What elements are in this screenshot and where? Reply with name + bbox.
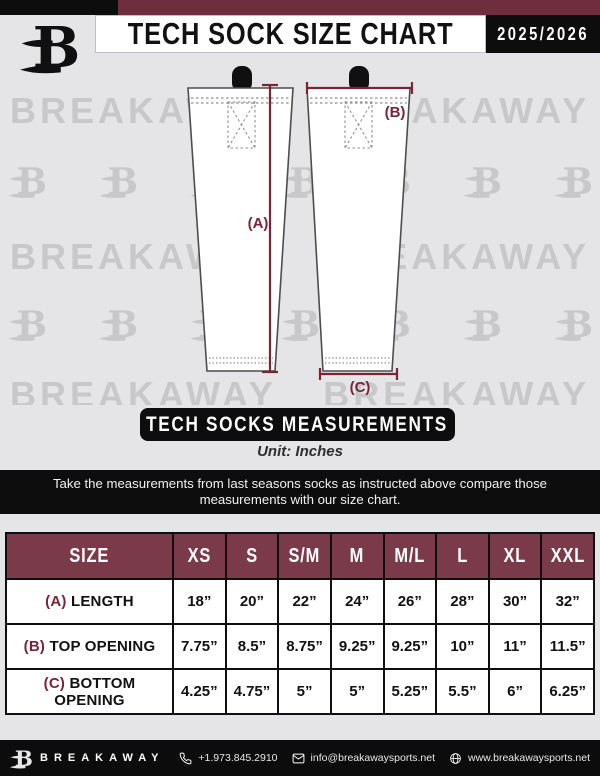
season-label: 2025/2026 (497, 23, 589, 44)
cell: 8.5” (224, 623, 280, 670)
cell: 6” (487, 668, 543, 715)
cell: 7.75” (172, 623, 227, 670)
cell: 24” (329, 578, 385, 625)
col-xs: XS (172, 532, 227, 580)
sock-illustration: (A) (B) (C) (187, 66, 414, 396)
phone-icon (180, 752, 192, 764)
email-contact: info@breakawaysports.net (292, 752, 435, 765)
cell: 32” (540, 578, 595, 625)
phone-number: +1.973.845.2910 (198, 752, 278, 764)
measure-line-a (262, 83, 278, 374)
sock-tab (349, 66, 369, 92)
cell: 28” (435, 578, 490, 625)
banner-title: TECH SOCKS MEASUREMENTS (146, 412, 449, 436)
col-size: SIZE (5, 532, 174, 580)
cell: 4.75” (224, 668, 280, 715)
col-xxl: XXL (540, 532, 595, 580)
label-b: (B) (385, 104, 406, 121)
email-address: info@breakawaysports.net (310, 752, 436, 764)
measurements-banner: TECH SOCKS MEASUREMENTS (140, 408, 455, 441)
globe-icon (450, 752, 461, 764)
cell: 5” (277, 668, 332, 715)
table-row-top-opening: (B) TOP OPENING 7.75” 8.5” 8.75” 9.25” 9… (5, 623, 595, 670)
cell: 5.5” (435, 668, 490, 715)
measure-line-b (305, 82, 414, 94)
row-label: (C) BOTTOM OPENING (5, 668, 174, 715)
row-label: (B) TOP OPENING (5, 623, 174, 670)
phone-contact: +1.973.845.2910 (179, 752, 278, 765)
brand-name: BREAKAWAY (40, 752, 165, 764)
table-row-bottom-opening: (C) BOTTOM OPENING 4.25” 4.75” 5” 5” 5.2… (5, 668, 595, 715)
cell: 18” (172, 578, 227, 625)
cell: 4.25” (172, 668, 227, 715)
instruction-bar: Take the measurements from last seasons … (0, 470, 600, 514)
sock-front (187, 87, 294, 372)
cell: 5” (329, 668, 385, 715)
top-band (0, 0, 600, 15)
measure-line-c (318, 368, 399, 380)
website-url: www.breakawaysports.net (468, 752, 590, 764)
col-m: M (329, 532, 385, 580)
stitch-box (227, 101, 373, 149)
season-badge: 2025/2026 (486, 15, 600, 53)
cell: 22” (277, 578, 332, 625)
cell: 10” (435, 623, 490, 670)
cell: 11” (487, 623, 543, 670)
cell: 5.25” (382, 668, 438, 715)
footer-brand: BREAKAWAY (10, 746, 165, 771)
cell: 26” (382, 578, 438, 625)
row-label: (A) LENGTH (5, 578, 174, 625)
label-a: (A) (248, 215, 269, 232)
title-bar: TECH SOCK SIZE CHART (95, 15, 486, 53)
table-row-length: (A) LENGTH 18” 20” 22” 24” 26” 28” 30” 3… (5, 578, 595, 625)
page-title: TECH SOCK SIZE CHART (127, 16, 454, 51)
footer-contacts: +1.973.845.2910 info@breakawaysports.net… (179, 752, 590, 765)
cell: 20” (224, 578, 280, 625)
col-sm: S/M (277, 532, 332, 580)
cell: 6.25” (540, 668, 595, 715)
cell: 30” (487, 578, 543, 625)
unit-note: Unit: Inches (257, 443, 343, 460)
col-s: S (224, 532, 280, 580)
hem-stitching (191, 97, 407, 104)
mail-icon (292, 753, 304, 763)
bottom-stitching (209, 357, 390, 364)
breakaway-b-icon (10, 746, 32, 771)
col-l: L (435, 532, 490, 580)
col-xl: XL (487, 532, 543, 580)
website-contact: www.breakawaysports.net (449, 752, 590, 765)
cell: 11.5” (540, 623, 595, 670)
cell: 9.25” (329, 623, 385, 670)
cell: 9.25” (382, 623, 438, 670)
watermark-text-row: BREAKAWAY BREAKAWAY (10, 374, 590, 406)
label-c: (C) (350, 379, 371, 396)
instruction-text: Take the measurements from last seasons … (52, 475, 548, 508)
footer: BREAKAWAY +1.973.845.2910 info@breakaway… (0, 740, 600, 776)
size-table: SIZE XS S S/M M M/L L XL XXL (A) LENGTH … (5, 532, 595, 715)
cell: 8.75” (277, 623, 332, 670)
sock-diagram: BREAKAWAY BREAKAWAY BREAKAWAY BREAKAWAY BR… (0, 53, 600, 405)
sock-tab (232, 66, 252, 92)
table-header-row: SIZE XS S S/M M M/L L XL XXL (5, 532, 595, 580)
sock-back (306, 87, 411, 372)
top-band-accent (0, 0, 118, 15)
col-ml: M/L (382, 532, 438, 580)
